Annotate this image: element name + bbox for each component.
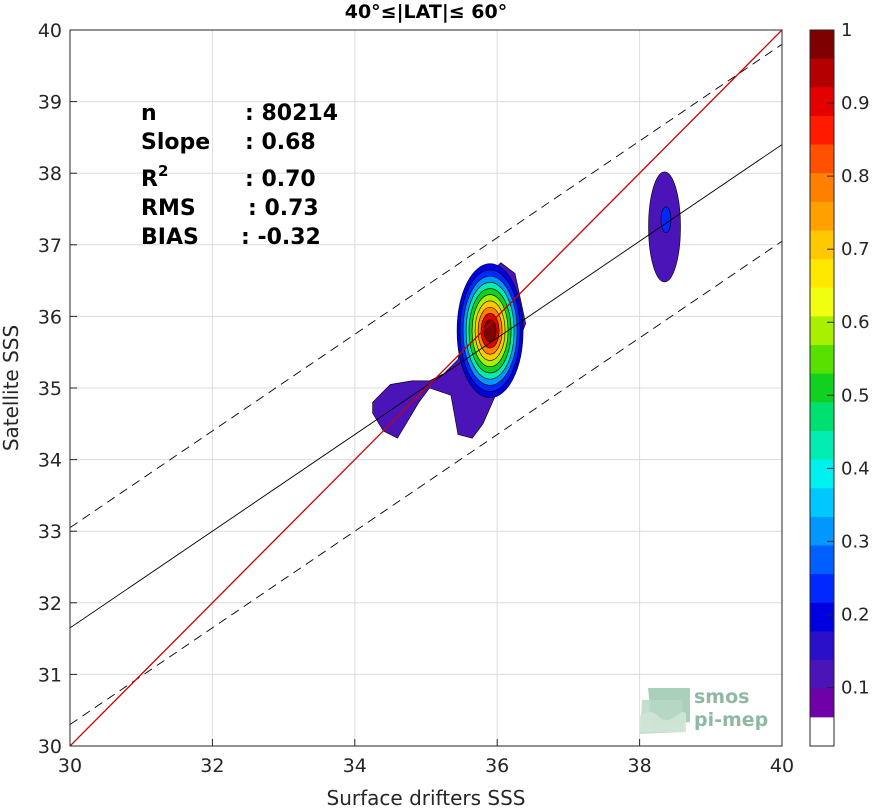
stat-n-label: n <box>141 101 157 126</box>
x-tick-label: 36 <box>485 755 509 777</box>
stat-r2-label: R2 <box>141 162 168 192</box>
colorbar-segment <box>810 488 834 518</box>
x-tick-label: 40 <box>770 755 794 777</box>
colorbar-segment <box>810 58 834 88</box>
x-tick-label: 32 <box>200 755 224 777</box>
colorbar-tick-label: 0.1 <box>841 678 870 699</box>
stat-r2-value: : 0.70 <box>245 167 316 192</box>
identity-line <box>70 30 782 746</box>
colorbar-tick-label: 0.5 <box>841 385 870 406</box>
colorbar <box>810 30 834 747</box>
colorbar-segment <box>810 30 834 60</box>
stat-rms-label: RMS <box>141 196 196 221</box>
upper-bound-line <box>70 43 782 528</box>
y-tick-label: 35 <box>38 378 62 400</box>
colorbar-tick-label: 0.9 <box>841 93 870 114</box>
colorbar-segment <box>810 631 834 661</box>
colorbar-segment <box>810 660 834 690</box>
y-tick-label: 31 <box>38 664 62 686</box>
y-tick-label: 39 <box>38 92 62 114</box>
x-tick-label: 38 <box>628 755 652 777</box>
colorbar-ticks: 1 0.9 0.8 0.7 0.6 0.5 0.4 0.3 0.2 0.1 <box>827 20 870 699</box>
colorbar-segment <box>810 402 834 432</box>
colorbar-tick-label: 0.7 <box>841 239 870 260</box>
contour-level-0.2-isolated <box>660 206 672 234</box>
stat-slope-label: Slope <box>141 130 210 155</box>
y-tick-label: 32 <box>38 593 62 615</box>
colorbar-tick-label: 0.4 <box>841 458 870 479</box>
colorbar-segment <box>810 545 834 575</box>
x-tick-label: 30 <box>58 755 82 777</box>
fit-lines <box>70 30 782 746</box>
colorbar-segment <box>810 373 834 403</box>
colorbar-tick-label: 0.8 <box>841 166 870 187</box>
colorbar-segment <box>810 230 834 260</box>
colorbar-segment <box>810 87 834 117</box>
colorbar-tick-label: 0.2 <box>841 604 870 625</box>
colorbar-segment <box>810 115 834 146</box>
stats-box: n : 80214 Slope : 0.68 R2 : 0.70 RMS : 0… <box>141 101 338 250</box>
colorbar-segment <box>810 345 834 375</box>
colorbar-segment <box>810 316 834 346</box>
colorbar-segment <box>810 717 834 747</box>
smos-pi-mep-logo: smos pi-mep <box>640 686 768 734</box>
chart-title: 40°≤|LAT|≤ 60° <box>345 1 508 23</box>
x-tick-label: 34 <box>343 755 367 777</box>
colorbar-segment <box>810 602 834 632</box>
colorbar-segment <box>810 430 834 461</box>
colorbar-frame <box>809 29 835 747</box>
y-tick-label: 40 <box>38 20 62 42</box>
logo-text-smos: smos <box>694 686 749 708</box>
colorbar-segment <box>810 688 834 718</box>
y-axis-label: Satellite SSS <box>0 325 23 451</box>
colorbar-segment <box>810 173 834 203</box>
colorbar-tick-label: 0.6 <box>841 312 870 333</box>
y-tick-label: 36 <box>38 306 62 328</box>
colorbar-segment <box>810 144 834 174</box>
stat-r2-letter: R <box>141 167 158 192</box>
x-ticks: 30 32 34 36 38 40 <box>58 739 794 777</box>
x-axis-label: Surface drifters SSS <box>327 786 526 808</box>
y-ticks: 30 31 32 33 34 35 36 37 38 39 40 <box>38 20 77 758</box>
stat-bias-label: BIAS <box>141 225 199 250</box>
colorbar-tick-label: 1 <box>841 20 852 41</box>
stat-rms-value: : 0.73 <box>248 196 319 221</box>
stat-r2-superscript: 2 <box>158 162 168 180</box>
stat-bias-value: : -0.32 <box>241 225 321 250</box>
colorbar-segment <box>810 574 834 604</box>
colorbar-segment <box>810 201 834 231</box>
colorbar-segment <box>810 459 834 489</box>
grid <box>69 29 783 747</box>
colorbar-segment <box>810 287 834 317</box>
stat-slope-value: : 0.68 <box>245 130 316 155</box>
y-tick-label: 38 <box>38 163 62 185</box>
colorbar-tick-label: 0.3 <box>841 531 870 552</box>
y-tick-label: 37 <box>38 235 62 257</box>
colorbar-segment <box>810 259 834 289</box>
y-tick-label: 30 <box>38 736 62 758</box>
contour-level-1 <box>483 319 497 343</box>
logo-text-pi-mep: pi-mep <box>694 709 768 731</box>
regression-line <box>70 144 782 629</box>
stat-n-value: : 80214 <box>245 101 338 126</box>
y-tick-label: 33 <box>38 521 62 543</box>
y-tick-label: 34 <box>38 450 62 472</box>
lower-bound-line <box>70 240 782 725</box>
logo-mark-icon <box>640 688 690 734</box>
